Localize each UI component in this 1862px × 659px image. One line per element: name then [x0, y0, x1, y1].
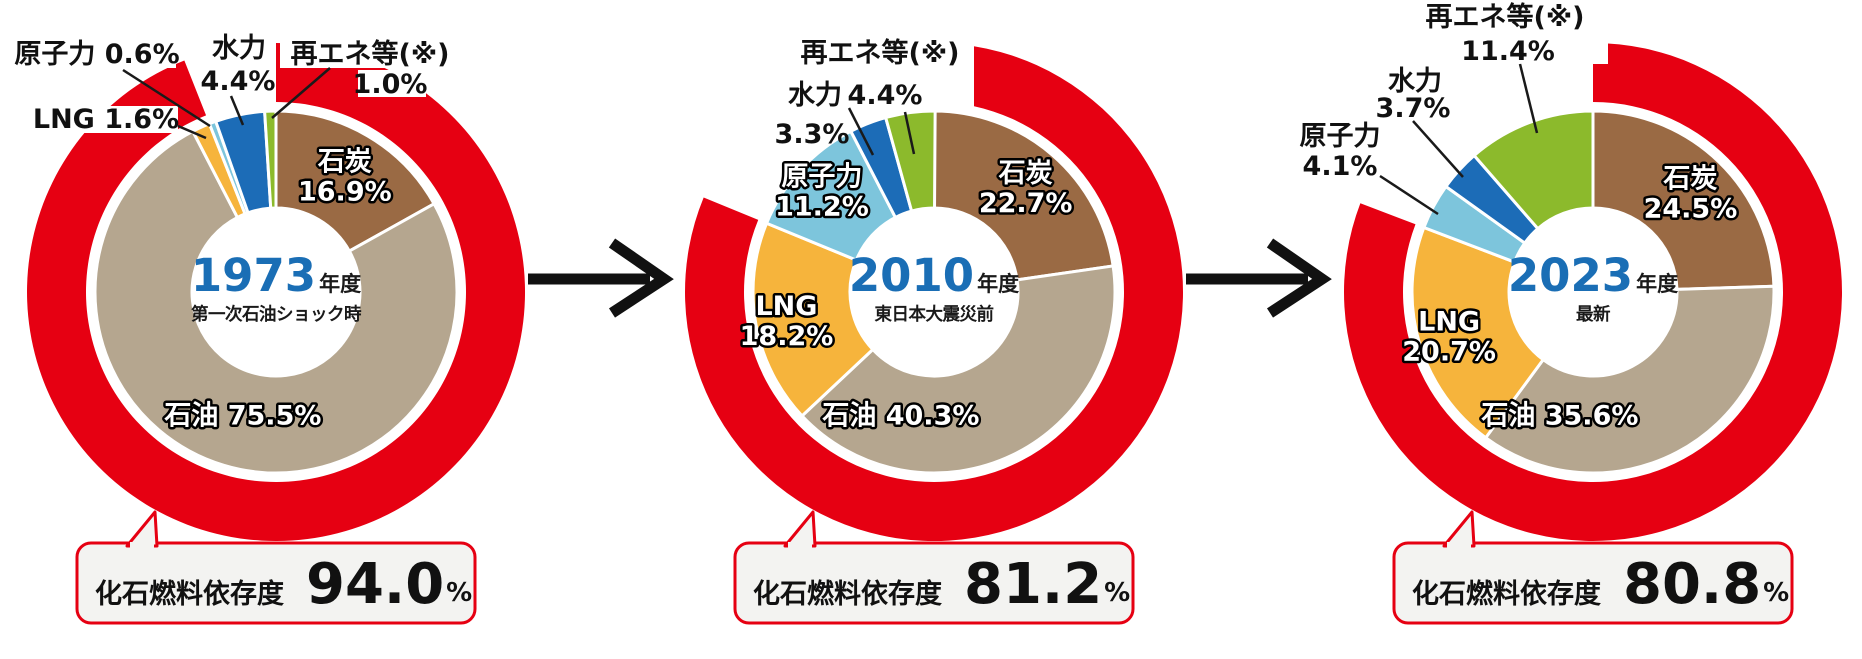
leader-line-lng: [177, 124, 207, 140]
segment-label-hydro: 水力: [788, 80, 842, 111]
leader-line-renewables: [1518, 63, 1539, 134]
segment-label-nuclear: 原子力: [1300, 121, 1381, 152]
segment-label-renewables: 再エネ等(※): [801, 37, 960, 69]
dependency-callout: 化石燃料依存度 80.8%: [1392, 510, 1794, 625]
leader-line-hydro: [229, 95, 245, 126]
label-knockout: [206, 32, 272, 94]
label-knockout: [280, 38, 464, 68]
arrow-right-icon: [528, 238, 674, 318]
leader-line-renewables: [271, 67, 331, 119]
year-label: 2010 年度: [849, 249, 1019, 302]
dependency-callout: 化石燃料依存度 81.2%: [733, 510, 1135, 625]
segment-label-nuclear: 原子力 0.6%: [14, 39, 179, 70]
label-knockout: [1378, 64, 1452, 124]
dependency-value: 化石燃料依存度 94.0%: [95, 552, 472, 617]
segment-label-coal: 16.9%: [298, 177, 392, 208]
segment-label-renewables: 再エネ等(※): [1426, 1, 1585, 33]
chart-subtitle: 第一次石油ショック時: [191, 304, 362, 325]
segment-label-oil: 石油 75.5%: [163, 401, 321, 432]
leader-line-hydro: [1412, 120, 1464, 178]
segment-label-renewables: 11.4%: [1461, 36, 1555, 67]
chart-subtitle: 最新: [1576, 304, 1611, 325]
segment-label-renewables: 4.4%: [848, 80, 923, 111]
segment-label-lng: LNG: [1418, 306, 1480, 337]
year-label: 1973 年度: [191, 249, 361, 302]
segment-label-lng: LNG: [755, 291, 817, 322]
leader-line-nuclear: [122, 68, 211, 128]
chart-center: [191, 207, 361, 377]
segment-label-renewables: 再エネ等(※): [291, 38, 450, 70]
callout-tail: [125, 510, 159, 548]
label-knockout: [358, 70, 426, 97]
callout-tail: [783, 510, 817, 548]
callout-box: [733, 541, 1135, 625]
callout-box: [75, 541, 477, 625]
label-knockout: [788, 38, 974, 108]
segment-label-lng: 20.7%: [1402, 336, 1496, 367]
label-knockout: [20, 40, 176, 68]
segment-label-renewables: 1.0%: [353, 69, 428, 100]
chart-center: [849, 207, 1019, 377]
dependency-callout: 化石燃料依存度 94.0%: [75, 510, 477, 625]
year-label: 2023 年度: [1508, 249, 1678, 302]
chart-center: [1508, 207, 1678, 377]
label-knockout: [34, 106, 178, 133]
segment-label-nuclear: 11.2%: [775, 191, 869, 222]
label-knockout: [1408, 2, 1608, 64]
segment-label-coal: 石炭: [998, 158, 1053, 189]
callout-tail: [1442, 510, 1476, 548]
segment-label-lng: LNG 1.6%: [33, 104, 179, 135]
segment-label-hydro: 水力: [212, 33, 266, 64]
segment-label-coal: 石炭: [317, 147, 372, 178]
leader-line-renewables: [903, 111, 916, 155]
segment-label-hydro: 3.7%: [1376, 93, 1451, 124]
leader-line-hydro: [847, 107, 875, 156]
segment-label-oil: 石油 35.6%: [1480, 401, 1638, 432]
segment-label-coal: 石炭: [1662, 163, 1717, 194]
segment-label-nuclear: 4.1%: [1303, 151, 1378, 182]
segment-label-lng: 18.2%: [740, 321, 834, 352]
chart-subtitle: 東日本大震災前: [875, 304, 994, 325]
segment-label-hydro: 3.3%: [775, 119, 850, 150]
segment-label-coal: 22.7%: [979, 188, 1073, 219]
segment-label-hydro: 水力: [1388, 66, 1442, 97]
leader-line-nuclear: [1379, 174, 1439, 216]
dependency-value: 化石燃料依存度 80.8%: [1412, 552, 1789, 617]
dependency-value: 化石燃料依存度 81.2%: [753, 552, 1130, 617]
segment-label-nuclear: 原子力: [781, 161, 862, 192]
segment-label-coal: 24.5%: [1644, 193, 1738, 224]
callout-box: [1392, 541, 1794, 625]
segment-label-hydro: 4.4%: [201, 66, 276, 97]
label-knockout: [1296, 120, 1388, 182]
arrow-right-icon: [1186, 238, 1332, 318]
segment-label-oil: 石油 40.3%: [821, 401, 979, 432]
